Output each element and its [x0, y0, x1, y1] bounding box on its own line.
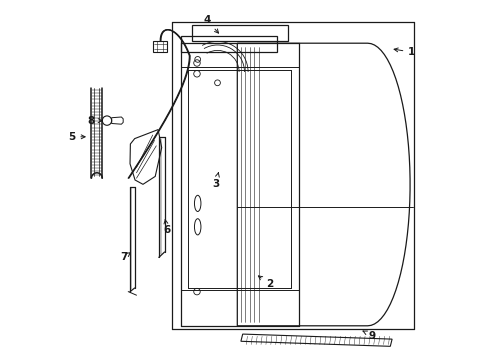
- Text: 6: 6: [163, 220, 170, 235]
- Text: 2: 2: [258, 276, 273, 289]
- Text: 7: 7: [120, 252, 130, 262]
- Text: 5: 5: [68, 132, 85, 142]
- Text: 1: 1: [393, 47, 415, 57]
- Bar: [153, 41, 167, 52]
- Text: 4: 4: [203, 15, 218, 33]
- Bar: [181, 36, 276, 52]
- Text: 9: 9: [362, 330, 375, 341]
- Text: 8: 8: [88, 116, 102, 126]
- Bar: [192, 25, 287, 41]
- Text: 3: 3: [212, 173, 219, 189]
